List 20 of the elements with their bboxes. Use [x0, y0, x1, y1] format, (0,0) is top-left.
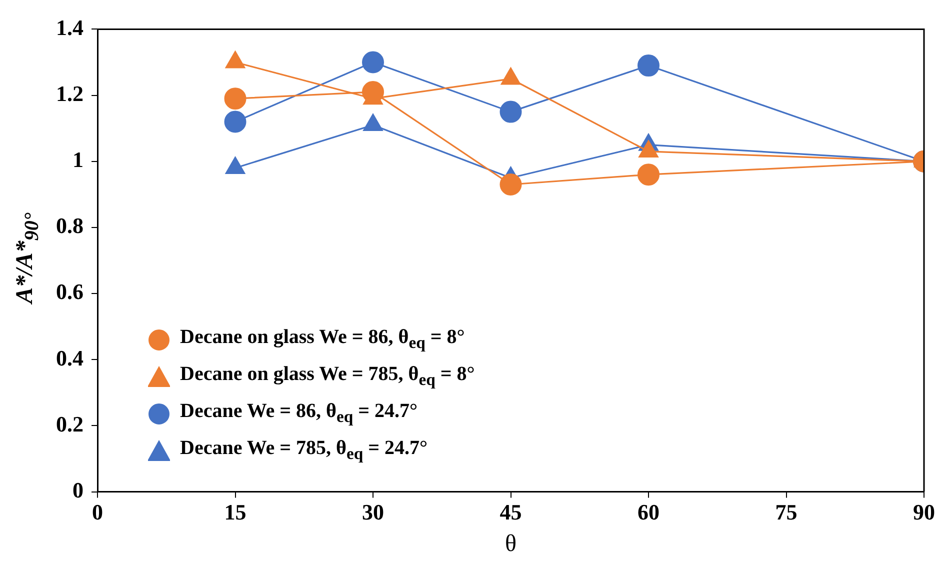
x-tick-label: 60	[638, 500, 660, 525]
y-tick-label: 0.4	[56, 345, 84, 370]
legend-label: Decane We = 785, θ$_{eq}$ = 24.7°	[180, 437, 428, 464]
y-tick-label: 1.2	[56, 80, 84, 106]
x-tick-label: 0	[92, 500, 103, 525]
legend-label: Decane on glass We = 86, θ$_{eq}$ = 8°	[180, 326, 465, 353]
x-tick-label: 90	[913, 500, 935, 525]
y-tick-label: 1	[72, 147, 84, 172]
x-tick-label: 75	[775, 500, 798, 525]
y-tick-label: 0	[72, 477, 84, 502]
x-tick-label: 30	[362, 500, 384, 525]
y-tick-label: 0.6	[56, 279, 84, 304]
legend-label: Decane We = 86, θ$_{eq}$ = 24.7°	[180, 400, 418, 427]
y-tick-label: 1.4	[56, 14, 84, 40]
x-tick-label: 15	[224, 500, 246, 525]
y-tick-label: 0.2	[56, 411, 84, 436]
x-axis-title: θ	[505, 530, 516, 557]
x-tick-label: 45	[500, 500, 522, 525]
legend-label: Decane on glass We = 785, θ$_{eq}$ = 8°	[180, 363, 475, 390]
y-tick-label: 0.8	[56, 213, 84, 238]
